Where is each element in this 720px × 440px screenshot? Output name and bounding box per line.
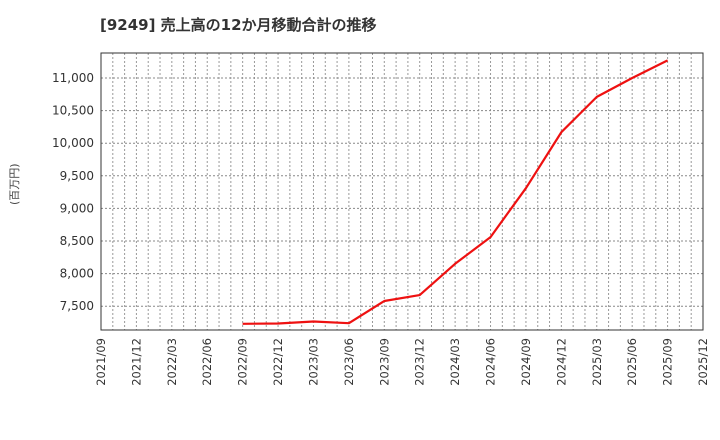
svg-text:2023/03: 2023/03 (306, 338, 320, 386)
sales-line (242, 59, 669, 325)
svg-text:8,500: 8,500 (60, 234, 94, 248)
svg-text:7,500: 7,500 (60, 299, 94, 313)
plot-frame (100, 52, 704, 331)
x-axis-ticks: 2021/09 2021/12 2022/03 2022/06 2022/09 2022/… (94, 338, 710, 386)
chart-title: [9249] 売上高の12か月移動合計の推移 (100, 16, 377, 34)
svg-text:2024/03: 2024/03 (448, 338, 462, 386)
svg-text:2024/12: 2024/12 (554, 338, 568, 386)
grid-lines (101, 53, 703, 330)
svg-text:2023/12: 2023/12 (413, 338, 427, 386)
svg-text:2021/12: 2021/12 (129, 338, 143, 386)
y-axis-ticks: 7,500 8,000 8,500 9,000 9,500 10,000 10,500 11,… (52, 71, 94, 313)
svg-text:2023/09: 2023/09 (377, 338, 391, 386)
svg-text:10,500: 10,500 (52, 104, 94, 118)
svg-text:9,000: 9,000 (60, 201, 94, 215)
svg-text:2025/12: 2025/12 (696, 338, 710, 386)
svg-text:2023/06: 2023/06 (342, 338, 356, 386)
svg-text:2022/12: 2022/12 (271, 338, 285, 386)
svg-text:2025/03: 2025/03 (590, 338, 604, 386)
svg-text:10,000: 10,000 (52, 136, 94, 150)
svg-text:8,000: 8,000 (60, 267, 94, 281)
svg-text:2025/09: 2025/09 (661, 338, 675, 386)
svg-text:2024/06: 2024/06 (484, 338, 498, 386)
svg-text:11,000: 11,000 (52, 71, 94, 85)
svg-text:2024/09: 2024/09 (519, 338, 533, 386)
svg-text:2021/09: 2021/09 (94, 338, 108, 386)
svg-text:2025/06: 2025/06 (625, 338, 639, 386)
svg-text:2022/03: 2022/03 (165, 338, 179, 386)
svg-text:9,500: 9,500 (60, 169, 94, 183)
svg-text:2022/09: 2022/09 (236, 338, 250, 386)
svg-text:2022/06: 2022/06 (200, 338, 214, 386)
